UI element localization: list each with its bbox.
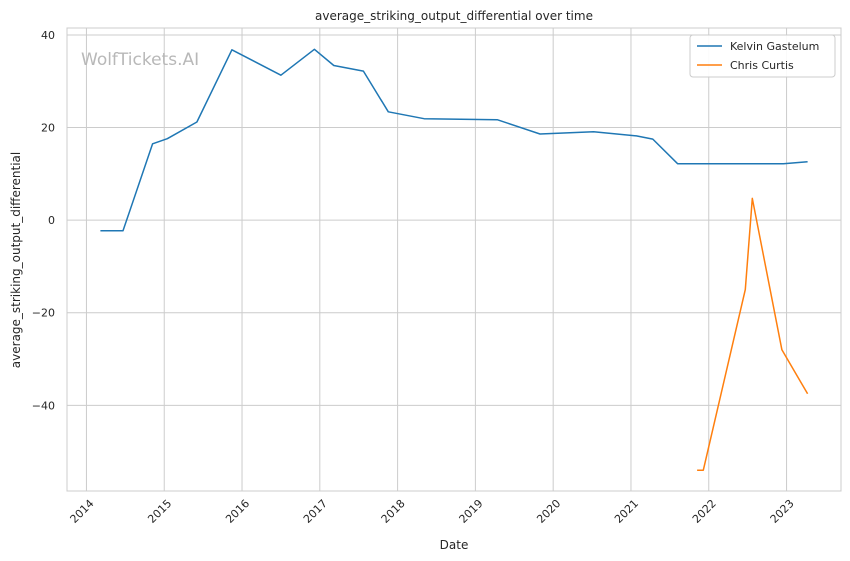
y-axis-title: average_striking_output_differential	[9, 152, 23, 368]
x-tick-label: 2014	[68, 497, 97, 526]
y-tick-label: −40	[32, 399, 55, 412]
x-tick-label: 2018	[379, 497, 408, 526]
grid-lines	[67, 28, 841, 491]
x-tick-label: 2017	[301, 497, 330, 526]
series-line-kelvin-gastelum	[100, 48, 808, 232]
legend: Kelvin Gastelum Chris Curtis	[689, 34, 836, 78]
x-tick-label: 2019	[457, 497, 486, 526]
watermark-text: WolfTickets.AI	[81, 50, 199, 70]
x-tick-label: 2022	[690, 497, 719, 526]
plot-frame	[66, 27, 842, 492]
series-line-chris-curtis	[697, 197, 809, 471]
x-tick-labels: 2014 2015 2016 2017 2018 2019 2020 2021 2022 2023	[68, 497, 797, 526]
x-tick-label: 2016	[223, 497, 252, 526]
y-tick-label: −20	[32, 307, 55, 320]
x-tick-label: 2015	[145, 497, 174, 526]
x-tick-label: 2021	[612, 497, 641, 526]
y-tick-label: 0	[48, 214, 55, 227]
x-axis-title: Date	[440, 538, 469, 552]
y-tick-label: 20	[41, 122, 55, 135]
y-tick-labels: 40 20 0 −20 −40	[32, 29, 55, 412]
x-tick-label: 2020	[534, 497, 563, 526]
legend-box	[689, 34, 836, 78]
x-tick-label: 2023	[768, 497, 797, 526]
legend-label-chris-curtis: Chris Curtis	[730, 59, 794, 72]
chart-title: average_striking_output_differential ove…	[315, 9, 593, 23]
y-tick-label: 40	[41, 29, 55, 42]
series-layer	[100, 48, 809, 471]
legend-label-kelvin-gastelum: Kelvin Gastelum	[730, 40, 819, 53]
